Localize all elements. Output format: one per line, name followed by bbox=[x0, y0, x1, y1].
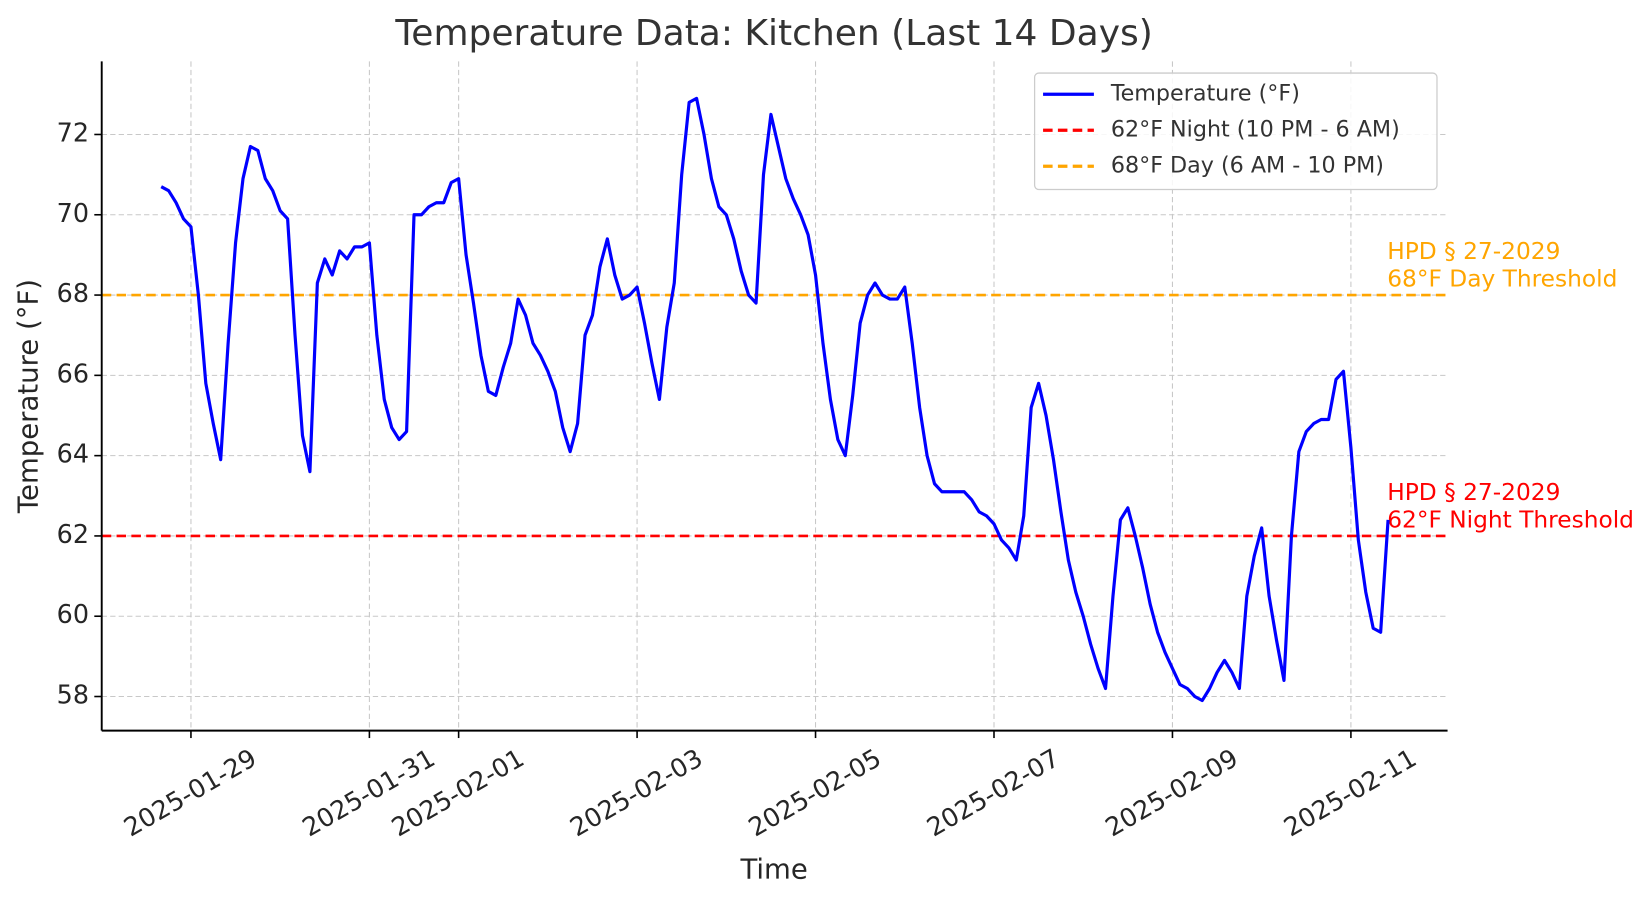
y-tick-label: 62 bbox=[57, 519, 89, 549]
x-tick-label: 2025-02-03 bbox=[565, 743, 708, 843]
x-tick-label: 2025-02-05 bbox=[743, 743, 886, 843]
legend-box bbox=[1033, 72, 1438, 191]
x-axis-label: Time bbox=[739, 853, 807, 885]
x-tick-label: 2025-02-11 bbox=[1278, 743, 1421, 843]
threshold-note: 62°F Night Threshold bbox=[1387, 507, 1634, 534]
x-tick-label: 2025-02-07 bbox=[922, 743, 1065, 843]
legend-label: 68°F Day (6 AM - 10 PM) bbox=[1111, 153, 1384, 179]
legend-label: Temperature (°F) bbox=[1110, 81, 1300, 107]
y-tick-label: 68 bbox=[57, 278, 89, 308]
temperature-line bbox=[160, 96, 1390, 703]
y-tick-label: 70 bbox=[57, 198, 89, 228]
y-tick-label: 58 bbox=[57, 680, 89, 710]
y-axis-label: Temperature (°F) bbox=[13, 279, 45, 514]
threshold-note: HPD § 27-2029 bbox=[1387, 238, 1560, 265]
y-tick-label: 64 bbox=[57, 439, 89, 469]
y-tick-label: 66 bbox=[57, 358, 89, 388]
chart-title: Temperature Data: Kitchen (Last 14 Days) bbox=[394, 13, 1152, 54]
threshold-note: HPD § 27-2029 bbox=[1387, 479, 1560, 506]
x-tick-label: 2025-02-09 bbox=[1100, 743, 1243, 843]
threshold-note: 68°F Day Threshold bbox=[1387, 266, 1617, 293]
legend-label: 62°F Night (10 PM - 6 AM) bbox=[1111, 117, 1400, 143]
x-tick-label: 2025-01-29 bbox=[119, 743, 262, 843]
y-tick-label: 72 bbox=[57, 117, 89, 147]
y-tick-label: 60 bbox=[57, 599, 89, 629]
legend: Temperature (°F) 62°F Night (10 PM - 6 AM… bbox=[1033, 72, 1438, 191]
